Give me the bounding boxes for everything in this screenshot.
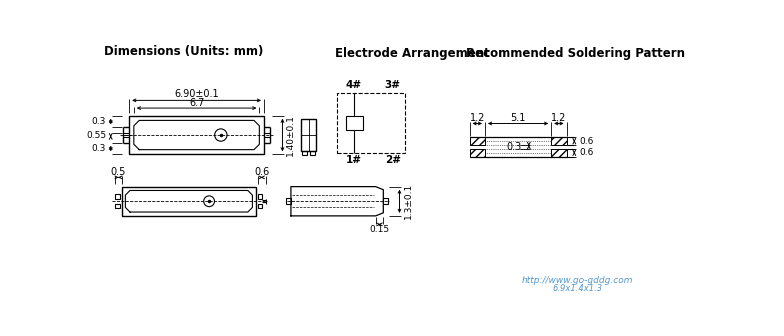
Bar xyxy=(551,137,567,145)
Bar xyxy=(551,149,567,157)
Bar xyxy=(129,116,264,154)
Bar xyxy=(303,151,307,155)
Text: 0.6: 0.6 xyxy=(579,148,593,157)
Bar xyxy=(383,198,388,204)
Text: 0.6: 0.6 xyxy=(254,167,269,177)
Bar xyxy=(115,204,120,208)
Text: Dimensions (Units: mm): Dimensions (Units: mm) xyxy=(103,45,263,58)
Text: Electrode Arrangement: Electrode Arrangement xyxy=(335,47,489,60)
Bar xyxy=(470,137,485,145)
Text: 3#: 3# xyxy=(385,80,401,90)
Text: 5.1: 5.1 xyxy=(510,113,526,123)
Bar xyxy=(301,119,316,151)
Text: Recommended Soldering Pattern: Recommended Soldering Pattern xyxy=(466,47,685,60)
Bar xyxy=(258,204,263,208)
Text: 6.7: 6.7 xyxy=(189,98,205,108)
Text: 0.6: 0.6 xyxy=(579,137,593,146)
Text: 1.40±0.1: 1.40±0.1 xyxy=(285,114,295,156)
Text: 6.9x1.4x1.3: 6.9x1.4x1.3 xyxy=(552,284,602,293)
Text: 0.5: 0.5 xyxy=(111,167,126,177)
Text: 0.3: 0.3 xyxy=(92,117,106,126)
Text: 2#: 2# xyxy=(385,156,401,165)
Text: 4#: 4# xyxy=(346,80,362,90)
Text: 0.55: 0.55 xyxy=(86,130,106,139)
Text: 0.3: 0.3 xyxy=(506,142,521,152)
Bar xyxy=(258,194,263,199)
Text: 1#: 1# xyxy=(346,156,362,165)
Text: 1.2: 1.2 xyxy=(470,113,485,123)
Bar xyxy=(286,198,291,204)
Bar xyxy=(310,151,315,155)
Text: 0.3: 0.3 xyxy=(92,144,106,153)
Bar xyxy=(337,93,405,153)
Bar xyxy=(346,116,362,130)
Text: 0.15: 0.15 xyxy=(369,225,390,234)
Text: http://www.go-gddg.com: http://www.go-gddg.com xyxy=(521,276,633,285)
Bar xyxy=(115,194,120,199)
Text: 1.2: 1.2 xyxy=(551,113,567,123)
Text: 6.90±0.1: 6.90±0.1 xyxy=(174,89,219,99)
Bar xyxy=(122,186,256,216)
Text: 1.3±0.1: 1.3±0.1 xyxy=(404,183,413,219)
Bar xyxy=(470,149,485,157)
